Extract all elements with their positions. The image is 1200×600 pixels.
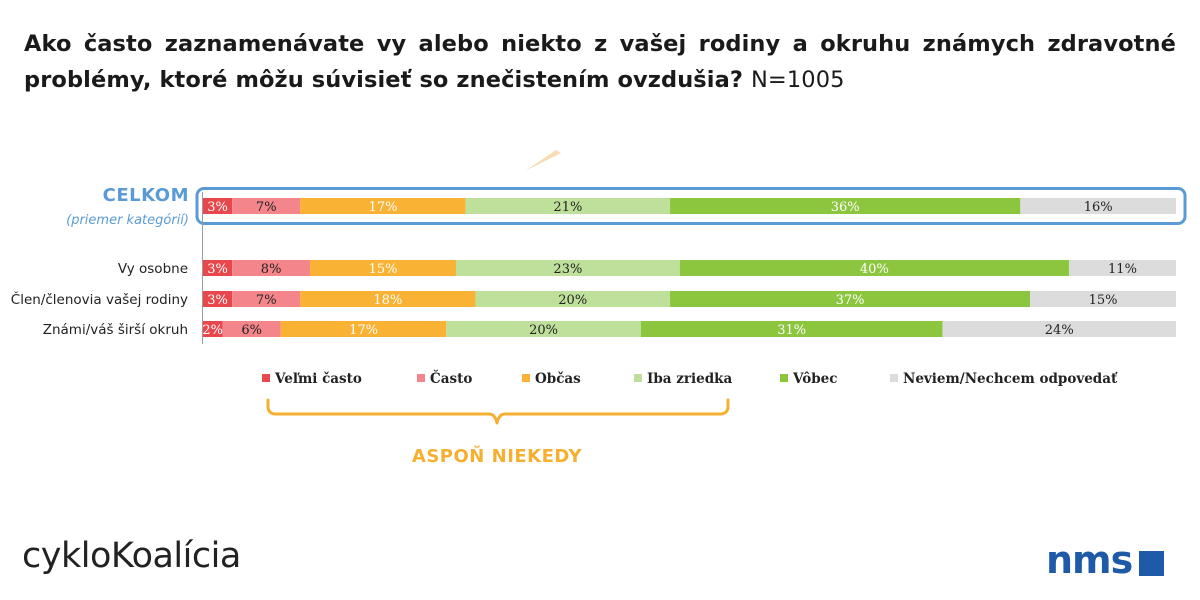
bar-znami-vas-sirsi-okruh-obcas — [280, 321, 447, 337]
nms-logo-text: nms — [1046, 538, 1133, 582]
data-label: 3% — [207, 293, 228, 308]
legend-swatch — [780, 374, 788, 382]
bar-celkom-vobec — [670, 198, 1021, 214]
data-label: 23% — [553, 262, 582, 277]
chart-title: Ako často zaznamenávate vy alebo niekto … — [24, 26, 1176, 98]
legend-item-obcas: Občas — [522, 371, 581, 387]
legend-swatch — [262, 374, 270, 382]
legend-label: Veľmi často — [274, 371, 362, 387]
data-label: 15% — [1089, 293, 1118, 308]
bar-znami-vas-sirsi-okruh-casto — [222, 321, 281, 337]
bar-celkom-velmi-casto — [203, 198, 233, 214]
decorative-stroke-shape — [525, 150, 561, 171]
data-label: 40% — [860, 262, 889, 277]
data-label: 16% — [1084, 200, 1113, 215]
legend-swatch — [522, 374, 530, 382]
legend-label: Neviem/Nechcem odpovedať — [903, 371, 1118, 387]
data-label: 17% — [369, 200, 398, 215]
legend-item-neviem-nechcem-odpovedat: Neviem/Nechcem odpovedať — [890, 371, 1118, 387]
bar-vy-osobne-obcas — [310, 260, 456, 276]
annotation-label: ASPOŇ NIEKEDY — [412, 445, 583, 467]
data-label: 7% — [256, 293, 277, 308]
bar-clen-clenovia-vasej-rodiny-casto — [232, 291, 301, 307]
decorative-stroke — [525, 150, 561, 171]
category-label-znami-vas-sirsi-okruh: Známi/váš širší okruh — [43, 322, 188, 338]
legend: Veľmi často Často Občas Iba zriedka Vôbec Nev… — [262, 370, 1118, 387]
data-label: 7% — [256, 200, 277, 215]
legend-swatch — [890, 374, 898, 382]
legend-item-casto: Často — [417, 370, 472, 387]
data-label: 3% — [207, 262, 228, 277]
bar-clen-clenovia-vasej-rodiny-velmi-casto — [203, 291, 233, 307]
legend-swatch — [634, 374, 642, 382]
legend-item-velmi-casto: Veľmi často — [262, 371, 362, 387]
data-label: 17% — [349, 323, 378, 338]
category-label-total: CELKOM — [103, 185, 189, 206]
bar-celkom-casto — [232, 198, 301, 214]
legend-label: Iba zriedka — [647, 371, 732, 387]
nms-logo: nms — [1046, 538, 1165, 582]
nms-logo-square — [1139, 550, 1165, 576]
legend-label: Občas — [535, 371, 581, 387]
bar-vy-osobne-velmi-casto — [203, 260, 233, 276]
legend-item-vobec: Vôbec — [780, 371, 838, 387]
bar-clen-clenovia-vasej-rodiny-obcas — [300, 291, 476, 307]
bar-znami-vas-sirsi-okruh-velmi-casto — [203, 321, 223, 337]
bar-clen-clenovia-vasej-rodiny-iba-zriedka — [475, 291, 671, 307]
data-label: 6% — [241, 323, 262, 338]
data-label: 37% — [836, 293, 865, 308]
bar-celkom-iba-zriedka — [465, 198, 671, 214]
bar-vy-osobne-iba-zriedka — [455, 260, 680, 276]
annotation-brace: ASPOŇ NIEKEDY — [266, 398, 730, 467]
data-label: 20% — [558, 293, 587, 308]
data-label: 36% — [831, 200, 860, 215]
title-question: Ako často zaznamenávate vy alebo niekto … — [24, 31, 1176, 93]
bar-celkom-neviem-nechcem-odpovedat — [1020, 198, 1176, 214]
bar-znami-vas-sirsi-okruh-iba-zriedka — [446, 321, 641, 337]
data-label: 31% — [777, 323, 806, 338]
bar-znami-vas-sirsi-okruh-vobec — [640, 321, 943, 337]
bar-znami-vas-sirsi-okruh-neviem-nechcem-odpovedat — [942, 321, 1176, 337]
bar-vy-osobne-vobec — [679, 260, 1069, 276]
data-label: 11% — [1108, 262, 1137, 277]
total-highlight-rect — [195, 187, 1187, 225]
category-labels: CELKOM (priemer kategórií) Vy osobne Člen/č… — [11, 185, 189, 338]
data-label: 15% — [369, 262, 398, 277]
data-label: 24% — [1045, 323, 1074, 338]
bar-celkom-obcas — [300, 198, 466, 214]
sample-size: N=1005 — [751, 67, 845, 93]
category-label-clen-clenovia-vasej-rodiny: Člen/členovia vašej rodiny — [11, 290, 188, 308]
bar-vy-osobne-casto — [232, 260, 311, 276]
bars-group: 3% 7% 17% 21% 36% 16% 3% 8% 15% 23% 40% 11% 3% 7% 18% 2… — [202, 198, 1176, 338]
data-label: 3% — [207, 200, 228, 215]
brace-shape — [266, 398, 730, 425]
data-label: 8% — [261, 262, 282, 277]
bar-clen-clenovia-vasej-rodiny-vobec — [670, 291, 1031, 307]
data-label: 21% — [553, 200, 582, 215]
data-label: 20% — [529, 323, 558, 338]
bar-clen-clenovia-vasej-rodiny-neviem-nechcem-odpovedat — [1030, 291, 1176, 307]
bar-vy-osobne-neviem-nechcem-odpovedat — [1068, 260, 1176, 276]
data-label: 18% — [373, 293, 402, 308]
legend-label: Často — [430, 370, 472, 387]
data-label: 2% — [202, 323, 223, 338]
cyklokoalicia-logo: cykloKoalícia — [22, 536, 241, 576]
legend-label: Vôbec — [792, 371, 838, 387]
total-highlight-box — [195, 187, 1187, 225]
legend-swatch — [417, 374, 425, 382]
category-label-total-note: (priemer kategórií) — [66, 213, 189, 228]
category-label-vy-osobne: Vy osobne — [118, 261, 188, 277]
legend-item-iba-zriedka: Iba zriedka — [634, 371, 732, 387]
